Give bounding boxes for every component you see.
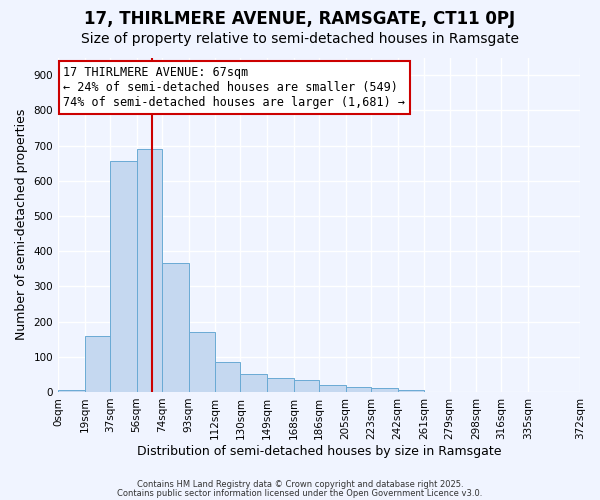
Text: 17, THIRLMERE AVENUE, RAMSGATE, CT11 0PJ: 17, THIRLMERE AVENUE, RAMSGATE, CT11 0PJ [85,10,515,28]
Bar [319,385,346,392]
Bar [188,332,215,392]
Text: 17 THIRLMERE AVENUE: 67sqm
← 24% of semi-detached houses are smaller (549)
74% o: 17 THIRLMERE AVENUE: 67sqm ← 24% of semi… [63,66,405,109]
Bar [137,149,162,392]
Bar [371,388,398,392]
Bar [110,162,137,392]
Bar [294,380,319,392]
Bar [267,378,294,392]
Bar [398,390,424,392]
X-axis label: Distribution of semi-detached houses by size in Ramsgate: Distribution of semi-detached houses by … [137,444,501,458]
Y-axis label: Number of semi-detached properties: Number of semi-detached properties [15,109,28,340]
Text: Contains HM Land Registry data © Crown copyright and database right 2025.: Contains HM Land Registry data © Crown c… [137,480,463,489]
Text: Size of property relative to semi-detached houses in Ramsgate: Size of property relative to semi-detach… [81,32,519,46]
Bar [85,336,110,392]
Text: Contains public sector information licensed under the Open Government Licence v3: Contains public sector information licen… [118,488,482,498]
Bar [346,386,371,392]
Bar [241,374,267,392]
Bar [58,390,85,392]
Bar [162,264,188,392]
Bar [215,362,241,392]
